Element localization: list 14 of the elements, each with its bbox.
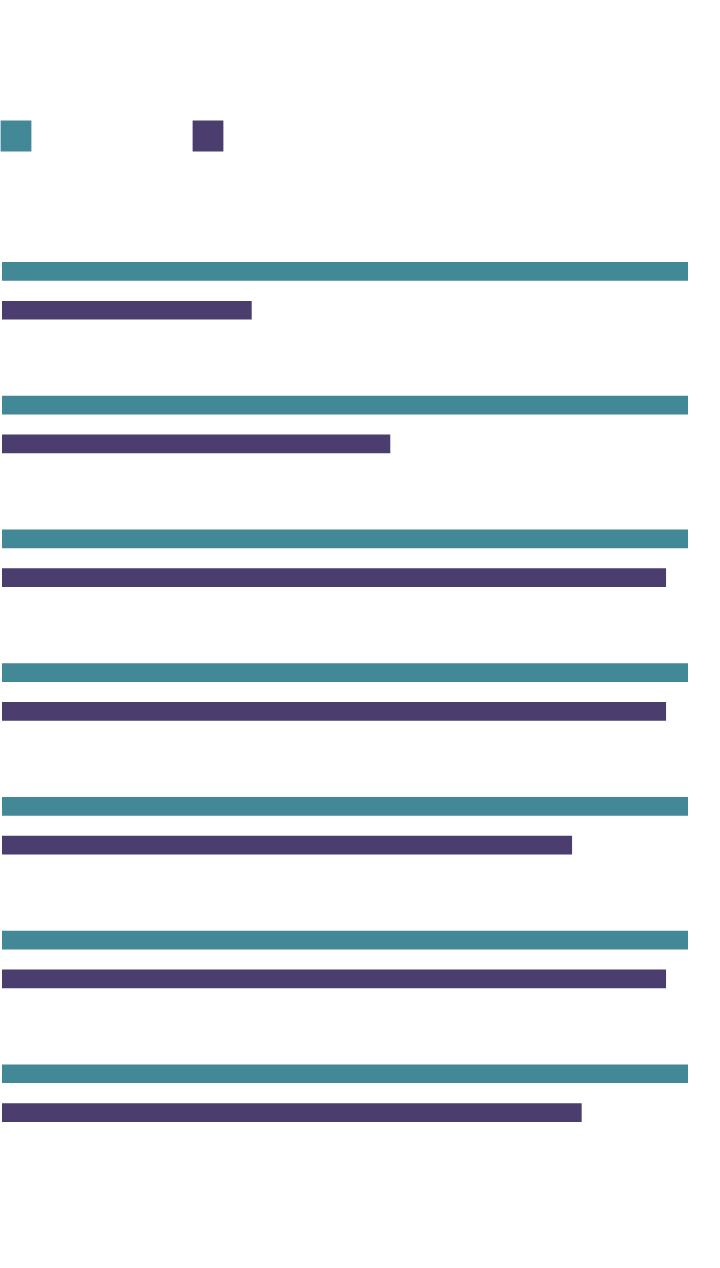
- bar: [2, 1103, 582, 1122]
- bar: [2, 969, 667, 989]
- bar: [2, 835, 573, 855]
- bar: [2, 434, 391, 454]
- bar: [2, 300, 252, 320]
- bar: [2, 930, 688, 950]
- bar: [2, 663, 688, 682]
- bar: [2, 796, 688, 816]
- bar: [2, 395, 688, 415]
- bar: [2, 262, 688, 281]
- bar: [2, 702, 667, 721]
- bar: [2, 1064, 688, 1084]
- bar: [2, 529, 688, 549]
- bar: [2, 568, 667, 588]
